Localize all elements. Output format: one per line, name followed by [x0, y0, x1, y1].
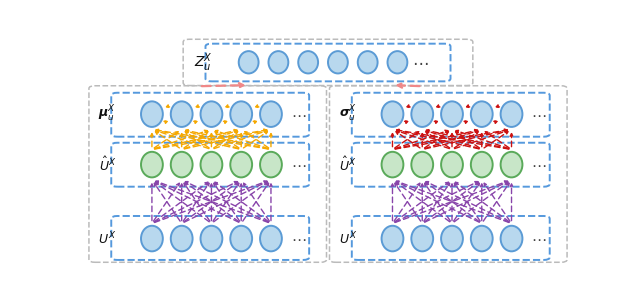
- Ellipse shape: [500, 101, 522, 127]
- Ellipse shape: [171, 152, 193, 177]
- Ellipse shape: [441, 101, 463, 127]
- Text: $\cdots$: $\cdots$: [531, 231, 547, 246]
- Ellipse shape: [200, 152, 222, 177]
- Ellipse shape: [260, 152, 282, 177]
- Ellipse shape: [500, 152, 522, 177]
- Ellipse shape: [381, 101, 403, 127]
- Ellipse shape: [260, 226, 282, 251]
- Ellipse shape: [298, 51, 318, 73]
- Ellipse shape: [200, 101, 222, 127]
- Text: $\cdots$: $\cdots$: [531, 107, 547, 122]
- Ellipse shape: [412, 101, 433, 127]
- Ellipse shape: [260, 101, 282, 127]
- Text: $\hat{U}^{X}$: $\hat{U}^{X}$: [99, 156, 116, 174]
- Ellipse shape: [239, 51, 259, 73]
- Text: $\cdots$: $\cdots$: [291, 107, 306, 122]
- Text: $\hat{U}^{X}$: $\hat{U}^{X}$: [339, 156, 356, 174]
- Text: $\mathbf{\mathit{Z}}_{u}^{X}$: $\mathbf{\mathit{Z}}_{u}^{X}$: [194, 51, 213, 74]
- Text: $U^{X}$: $U^{X}$: [339, 230, 356, 247]
- Ellipse shape: [230, 226, 252, 251]
- Ellipse shape: [381, 152, 403, 177]
- Ellipse shape: [328, 51, 348, 73]
- Ellipse shape: [200, 226, 222, 251]
- Text: $\cdots$: $\cdots$: [291, 231, 306, 246]
- Ellipse shape: [171, 226, 193, 251]
- Text: $U^{X}$: $U^{X}$: [98, 230, 116, 247]
- Text: $\boldsymbol{\sigma}_{u}^{X}$: $\boldsymbol{\sigma}_{u}^{X}$: [339, 104, 356, 124]
- Ellipse shape: [230, 152, 252, 177]
- Ellipse shape: [441, 152, 463, 177]
- Text: $\cdots$: $\cdots$: [291, 157, 306, 172]
- Ellipse shape: [171, 101, 193, 127]
- Ellipse shape: [471, 152, 493, 177]
- Ellipse shape: [471, 226, 493, 251]
- Ellipse shape: [358, 51, 378, 73]
- Ellipse shape: [412, 152, 433, 177]
- Ellipse shape: [381, 226, 403, 251]
- Ellipse shape: [269, 51, 288, 73]
- Ellipse shape: [230, 101, 252, 127]
- Text: $\boldsymbol{\mu}_{u}^{X}$: $\boldsymbol{\mu}_{u}^{X}$: [99, 104, 116, 124]
- Ellipse shape: [141, 152, 163, 177]
- Ellipse shape: [388, 51, 408, 73]
- Ellipse shape: [141, 101, 163, 127]
- Ellipse shape: [412, 226, 433, 251]
- Ellipse shape: [141, 226, 163, 251]
- Ellipse shape: [441, 226, 463, 251]
- Ellipse shape: [471, 101, 493, 127]
- Ellipse shape: [500, 226, 522, 251]
- Text: $\cdots$: $\cdots$: [531, 157, 547, 172]
- Text: $\cdots$: $\cdots$: [412, 53, 429, 71]
